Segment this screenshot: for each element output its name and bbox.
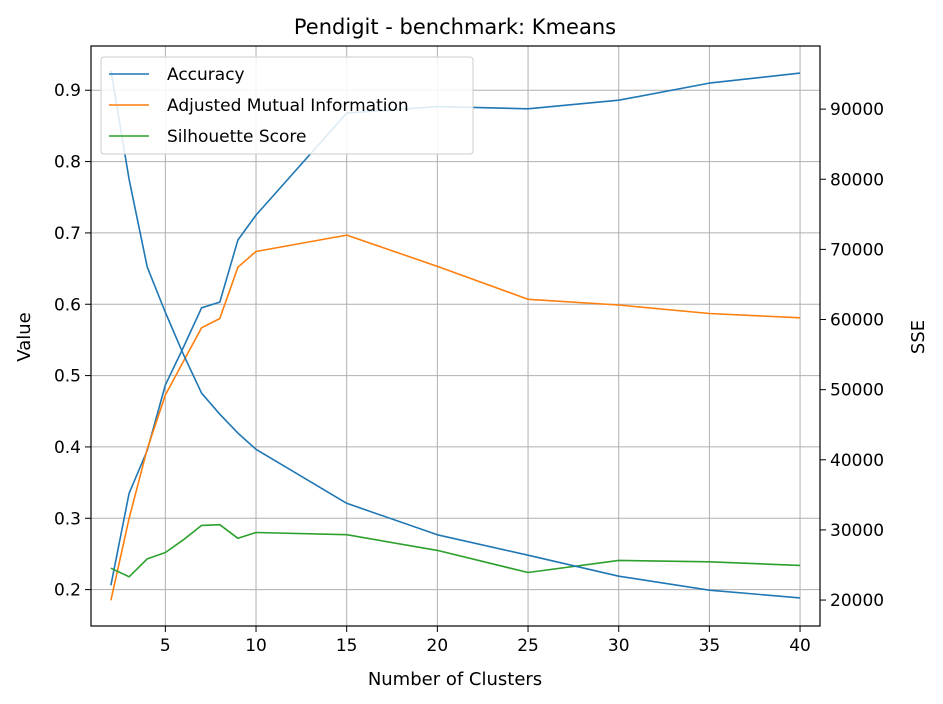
y2-axis-label: SSE: [908, 320, 929, 354]
y-tick-label: 0.4: [54, 438, 81, 458]
legend-label: Adjusted Mutual Information: [167, 96, 409, 116]
y2-tick-label: 70000: [830, 240, 884, 260]
chart-title: Pendigit - benchmark: Kmeans: [294, 15, 616, 39]
y2-tick-label: 20000: [830, 591, 884, 611]
x-tick-label: 30: [608, 636, 630, 656]
series-layer: [110, 70, 801, 601]
series-line-sse: [110, 70, 801, 599]
y-tick-label: 0.2: [54, 581, 81, 601]
y-tick-label: 0.6: [54, 295, 81, 315]
y2-tick-label: 40000: [830, 451, 884, 471]
y2-tick-label: 30000: [830, 521, 884, 541]
series-line-silhouette-score: [110, 523, 801, 578]
x-tick-label: 40: [789, 636, 811, 656]
y2-tick-label: 60000: [830, 311, 884, 331]
x-tick-label: 10: [245, 636, 267, 656]
x-tick-label: 25: [517, 636, 539, 656]
series-line-adjusted-mutual-information: [110, 234, 801, 601]
y-axis-label: Value: [14, 312, 35, 361]
y-tick-label: 0.3: [54, 509, 81, 529]
y-axis-right: 20000 30000 40000 50000 60000 70000 80000 90000: [820, 100, 884, 611]
legend-label: Silhouette Score: [167, 127, 306, 147]
y2-tick-label: 80000: [830, 170, 884, 190]
y-tick-label: 0.8: [54, 153, 81, 173]
legend: Accuracy Adjusted Mutual Information Silho…: [100, 56, 474, 155]
x-axis-label: Number of Clusters: [368, 669, 542, 690]
x-tick-label: 5: [160, 636, 171, 656]
y-tick-label: 0.9: [54, 81, 81, 101]
y-axis-left: 0.2 0.3 0.4 0.5 0.6 0.7 0.8 0.9: [54, 81, 91, 601]
legend-label: Accuracy: [167, 65, 245, 85]
x-tick-label: 35: [699, 636, 721, 656]
legend-box: [100, 56, 474, 155]
x-tick-label: 15: [336, 636, 358, 656]
x-axis: 5 10 15 20 25 30 35 40: [160, 626, 811, 656]
y-tick-label: 0.5: [54, 367, 81, 387]
x-tick-label: 20: [427, 636, 449, 656]
y2-tick-label: 90000: [830, 100, 884, 120]
y-tick-label: 0.7: [54, 224, 81, 244]
y2-tick-label: 50000: [830, 381, 884, 401]
plot-frame: [90, 45, 821, 627]
